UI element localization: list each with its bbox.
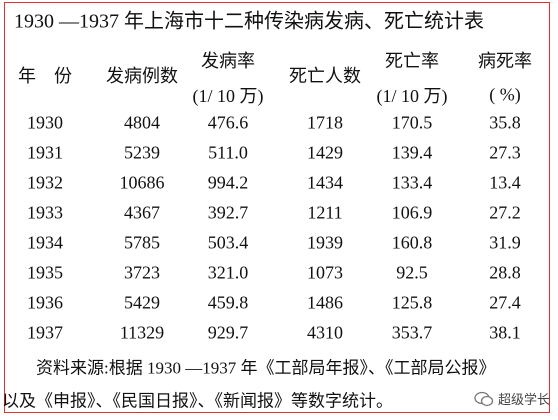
cell: 4310 bbox=[307, 322, 343, 343]
header-cell: 死亡率 bbox=[385, 51, 439, 71]
header-cell: 发病例数 bbox=[106, 66, 178, 86]
cell: 35.8 bbox=[489, 112, 521, 133]
cell: 929.7 bbox=[207, 322, 249, 343]
cell: 4804 bbox=[124, 112, 160, 133]
cell: 1939 bbox=[307, 232, 343, 253]
cell: 139.4 bbox=[391, 142, 433, 163]
header-cell: 死亡人数 bbox=[289, 66, 361, 86]
cell: 1932 bbox=[27, 172, 63, 193]
cell: 392.7 bbox=[207, 202, 249, 223]
cell: 5785 bbox=[124, 232, 160, 253]
cell: 994.2 bbox=[207, 172, 249, 193]
cell: 133.4 bbox=[391, 172, 433, 193]
cell: 5239 bbox=[124, 142, 160, 163]
cell: 4367 bbox=[124, 202, 160, 223]
header-cell: ( %) bbox=[489, 84, 521, 105]
cell: 31.9 bbox=[489, 232, 521, 253]
cell: 125.8 bbox=[391, 292, 433, 313]
wechat-icon bbox=[474, 391, 494, 406]
cell: 13.4 bbox=[489, 172, 521, 193]
cell: 1931 bbox=[27, 142, 63, 163]
cell: 1933 bbox=[27, 202, 63, 223]
cell: 353.7 bbox=[391, 322, 433, 343]
cell: 10686 bbox=[119, 172, 165, 193]
cell: 3723 bbox=[124, 262, 160, 283]
cell: 38.1 bbox=[489, 322, 521, 343]
cell: 1434 bbox=[307, 172, 343, 193]
cell: 1718 bbox=[307, 112, 343, 133]
cell: 27.4 bbox=[489, 292, 521, 313]
header-cell: (1/ 10 万) bbox=[192, 86, 264, 106]
cell: 1429 bbox=[307, 142, 343, 163]
watermark: 超级学长 bbox=[474, 389, 550, 408]
cell: 1930 bbox=[27, 112, 63, 133]
header-cell: 发病率 bbox=[201, 51, 255, 71]
header-cell: 病死率 bbox=[478, 51, 532, 71]
cell: 106.9 bbox=[391, 202, 433, 223]
cell: 92.5 bbox=[396, 262, 428, 283]
cell: 1936 bbox=[27, 292, 63, 313]
cell: 170.5 bbox=[391, 112, 433, 133]
cell: 1211 bbox=[307, 202, 343, 223]
cell: 1486 bbox=[307, 292, 343, 313]
cell: 27.3 bbox=[489, 142, 521, 163]
cell: 503.4 bbox=[207, 232, 249, 253]
footnote: 资料来源:根据 1930 —1937 年《工部局年报》、《工部局公报》 bbox=[36, 358, 496, 378]
cell: 476.6 bbox=[207, 112, 249, 133]
cell: 1935 bbox=[27, 262, 63, 283]
header-cell: (1/ 10 万) bbox=[376, 86, 448, 106]
cell: 459.8 bbox=[207, 292, 249, 313]
cell: 1073 bbox=[307, 262, 343, 283]
cell: 511.0 bbox=[208, 142, 248, 163]
cell: 27.2 bbox=[489, 202, 521, 223]
cell: 160.8 bbox=[391, 232, 433, 253]
cell: 5429 bbox=[124, 292, 160, 313]
watermark-text: 超级学长 bbox=[497, 393, 550, 408]
cell: 321.0 bbox=[207, 262, 249, 283]
cell: 1937 bbox=[27, 322, 63, 343]
cell: 1934 bbox=[27, 232, 63, 253]
title: 1930 —1937 年上海市十二种传染病发病、死亡统计表 bbox=[14, 10, 484, 33]
cell: 11329 bbox=[119, 322, 165, 343]
frame bbox=[4, 2, 550, 413]
header-cell: 年 份 bbox=[18, 66, 72, 86]
cell: 28.8 bbox=[489, 262, 521, 283]
footnote: 以及《申报》、《民国日报》、《新闻报》等数字统计。 bbox=[2, 391, 393, 411]
